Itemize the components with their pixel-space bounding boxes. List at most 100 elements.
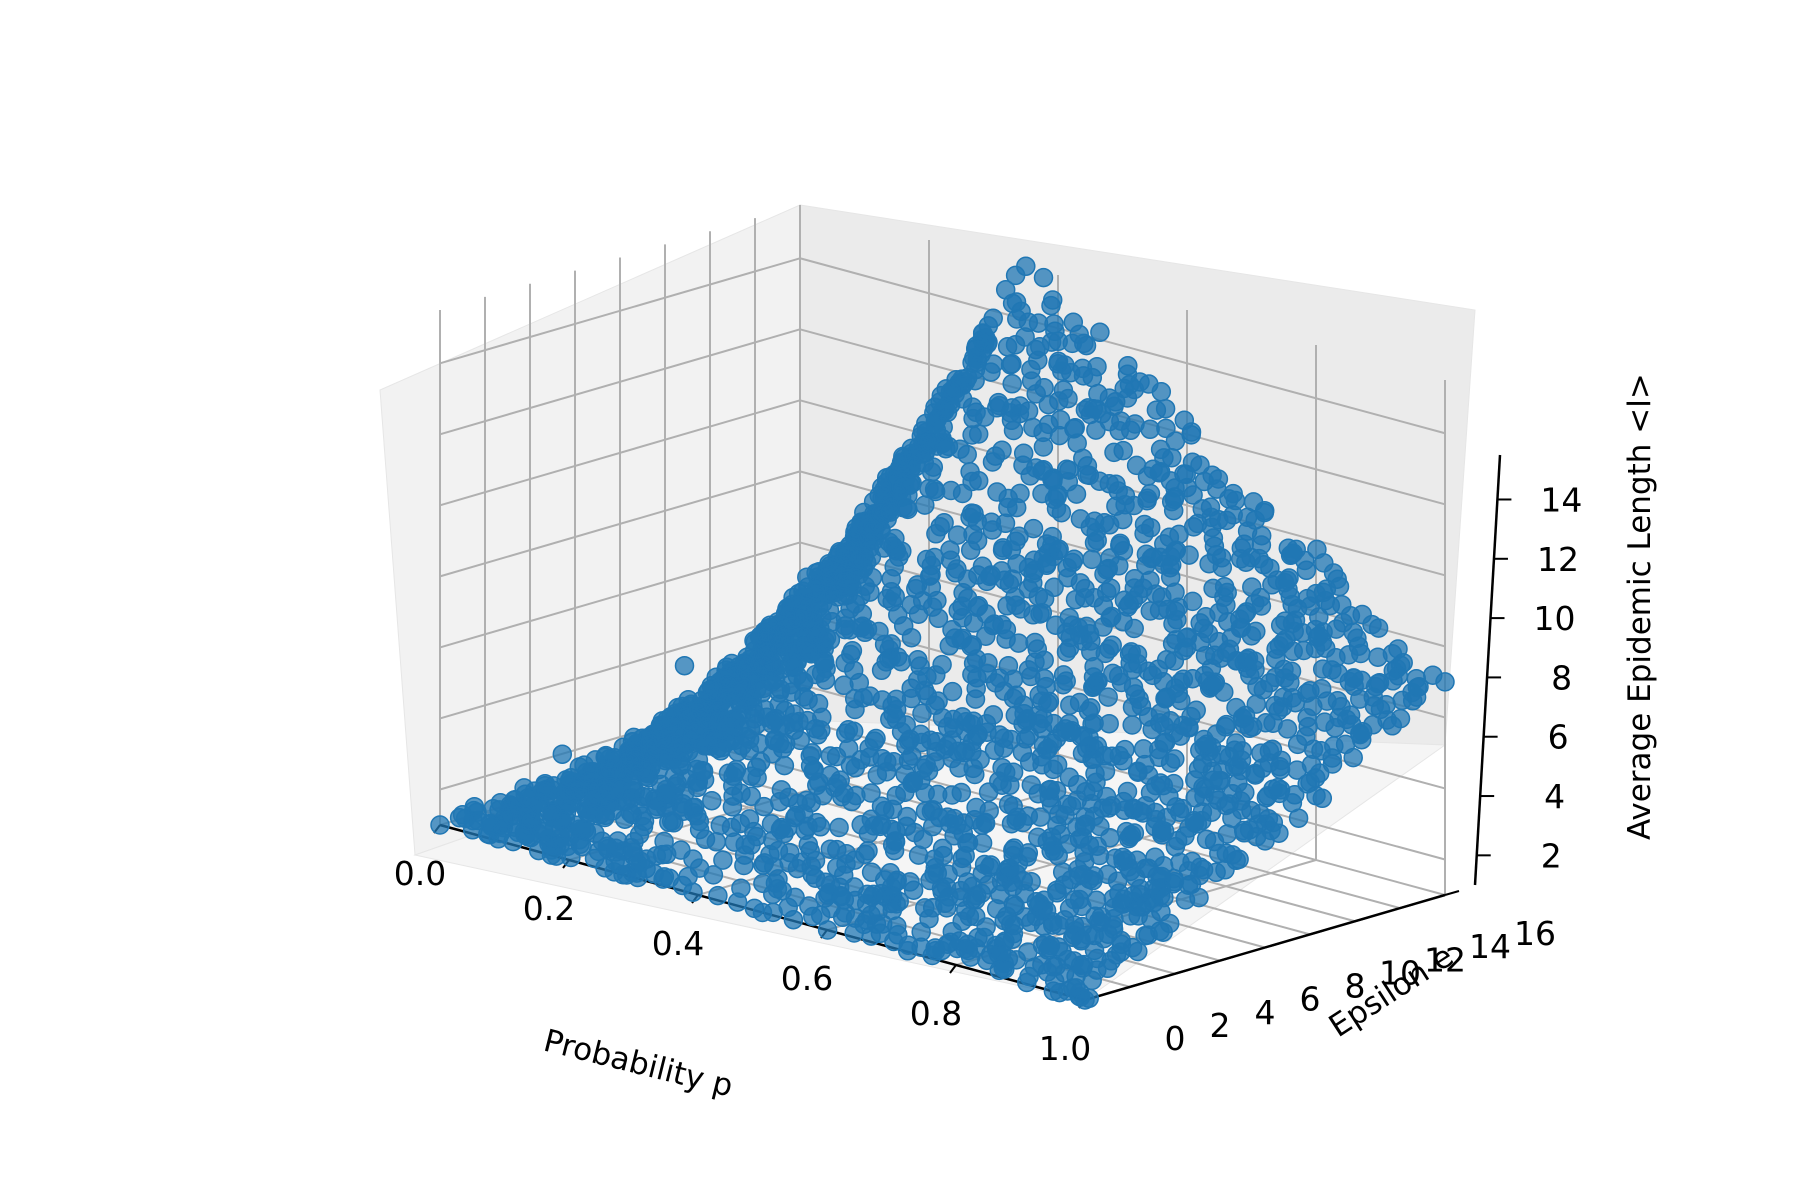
scatter-point: [903, 880, 924, 900]
scatter-point: [1094, 928, 1114, 949]
scatter-point: [482, 816, 502, 837]
scatter-point: [764, 731, 785, 751]
scatter-point: [932, 708, 953, 728]
scatter-point: [1113, 751, 1133, 771]
scatter-point: [871, 660, 892, 681]
y-tick: [1219, 955, 1235, 962]
scatter-point: [1048, 354, 1068, 374]
scatter-point: [1203, 770, 1223, 790]
scatter-point: [634, 811, 655, 832]
scatter-point: [1392, 690, 1412, 711]
scatter-point: [1138, 925, 1158, 945]
z-tick-label: 10: [1534, 599, 1576, 638]
y-tick: [1444, 890, 1460, 896]
scatter-point: [1034, 650, 1054, 670]
z-axis-label: Average Epidemic Length <l>: [1622, 373, 1658, 840]
scatter-point: [735, 834, 755, 855]
scatter-point: [1218, 612, 1238, 632]
scatter-point: [870, 923, 891, 944]
scatter-point: [962, 664, 982, 685]
scatter-point: [673, 701, 694, 721]
scatter-point: [829, 817, 849, 838]
scatter-point: [1155, 398, 1176, 419]
scatter-point: [1217, 824, 1238, 844]
y-tick-label: 16: [1514, 914, 1556, 953]
scatter-point: [898, 485, 918, 505]
scatter-point: [1113, 440, 1133, 461]
scatter-point: [1314, 712, 1335, 732]
scatter-point: [1309, 763, 1330, 783]
scatter-point: [1230, 549, 1251, 569]
tick-labels: 0.00.20.40.60.81.0 0 2 4 6 8 10 12 14 16246810121…: [394, 480, 1583, 1068]
scatter-point: [918, 761, 939, 781]
scatter-point: [1095, 643, 1116, 664]
scatter-point: [1138, 858, 1159, 878]
scatter-point: [996, 619, 1017, 640]
scatter-point: [925, 413, 946, 434]
y-tick-label: 14: [1469, 927, 1511, 966]
scatter-point: [1175, 826, 1195, 846]
scatter-point: [997, 337, 1018, 357]
scatter-point: [872, 477, 892, 498]
z-gridline-left: [439, 328, 801, 436]
scatter-point: [1083, 667, 1104, 687]
scatter-point: [1176, 637, 1197, 658]
scatter-point: [1215, 717, 1236, 737]
scatter-point: [1109, 883, 1129, 903]
scatter-point: [752, 902, 773, 923]
scatter-point: [1343, 747, 1363, 768]
scatter-point: [1140, 517, 1161, 538]
scatter-point: [820, 839, 841, 859]
scatter-point: [1253, 554, 1274, 575]
scatter-point: [960, 507, 980, 528]
scatter-point: [1054, 910, 1075, 930]
scatter-point: [430, 815, 450, 835]
scatter-point: [927, 784, 948, 805]
scatter-point: [1001, 540, 1022, 560]
scatter-point: [856, 910, 877, 930]
scatter-point: [1164, 773, 1184, 794]
scatter-point: [925, 397, 945, 418]
scatter-point: [703, 865, 724, 885]
scatter-point: [730, 693, 750, 714]
scatter-point: [550, 835, 570, 855]
z-gridline-left: [439, 541, 801, 649]
z-tick-label: 12: [1537, 540, 1579, 579]
scatter-point: [1073, 879, 1093, 900]
scatter-point: [1030, 336, 1050, 357]
scatter-point: [1241, 800, 1261, 821]
scatter-point: [1073, 954, 1094, 975]
scatter-point: [721, 817, 742, 838]
scatter-point: [861, 783, 881, 803]
scatter-point: [931, 878, 952, 898]
scatter-point: [1139, 374, 1159, 394]
scatter-point: [989, 771, 1009, 791]
scatter-point: [1135, 795, 1156, 816]
scatter-point: [636, 858, 656, 879]
scatter-point: [1189, 887, 1209, 908]
scatter-point: [1435, 672, 1455, 692]
scatter-point: [1252, 758, 1272, 779]
scatter-point: [725, 762, 745, 783]
scatter-point: [659, 812, 679, 832]
y-tick: [1129, 981, 1145, 988]
scatter-point: [760, 844, 780, 865]
scatter-point: [674, 655, 695, 676]
scatter-point: [942, 748, 962, 769]
scatter-point: [908, 845, 929, 865]
z-tick-label: 8: [1551, 658, 1572, 697]
scatter-point: [1122, 715, 1142, 735]
z-gridline-back: [799, 683, 1446, 861]
scatter-point: [966, 938, 986, 958]
scatter-point: [1184, 813, 1205, 833]
scatter-point: [1011, 599, 1031, 619]
scatter-point: [1090, 322, 1110, 343]
scatter-point: [781, 609, 802, 630]
z-gridline-back: [799, 257, 1446, 435]
scatter-point: [1288, 808, 1309, 828]
scatter-point: [814, 652, 834, 673]
scatter-point: [1085, 906, 1105, 927]
scatter-point: [1043, 471, 1063, 491]
scatter-point: [1075, 578, 1095, 599]
scatter-point: [1317, 691, 1337, 711]
